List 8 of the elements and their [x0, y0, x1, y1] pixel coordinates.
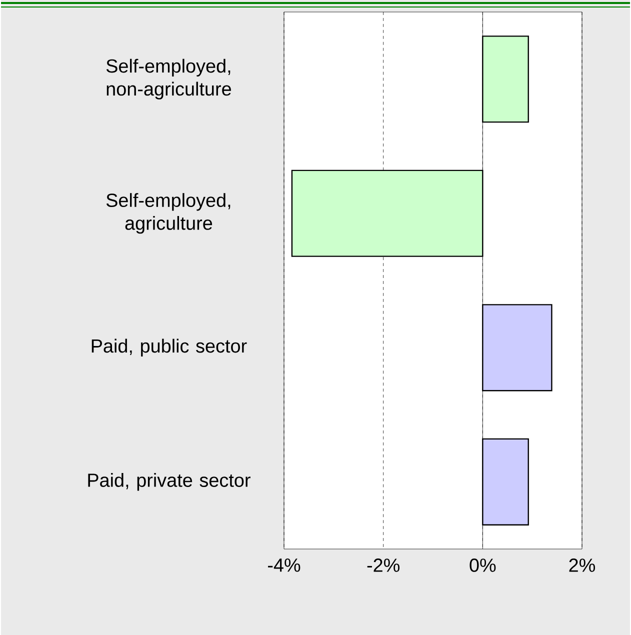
- x-tick-label: 2%: [569, 558, 595, 572]
- x-tick-label: 0%: [470, 558, 496, 572]
- y-tick-label: Paid, public sector: [92, 338, 247, 356]
- y-tick-label: Self-employed, non-agriculture: [106, 58, 231, 100]
- y-tick-label: Self-employed, agriculture: [106, 193, 230, 234]
- x-tick-label: -2%: [367, 558, 400, 572]
- x-tick-label: -4%: [268, 558, 300, 572]
- y-tick-label: Paid, private sector: [88, 473, 250, 491]
